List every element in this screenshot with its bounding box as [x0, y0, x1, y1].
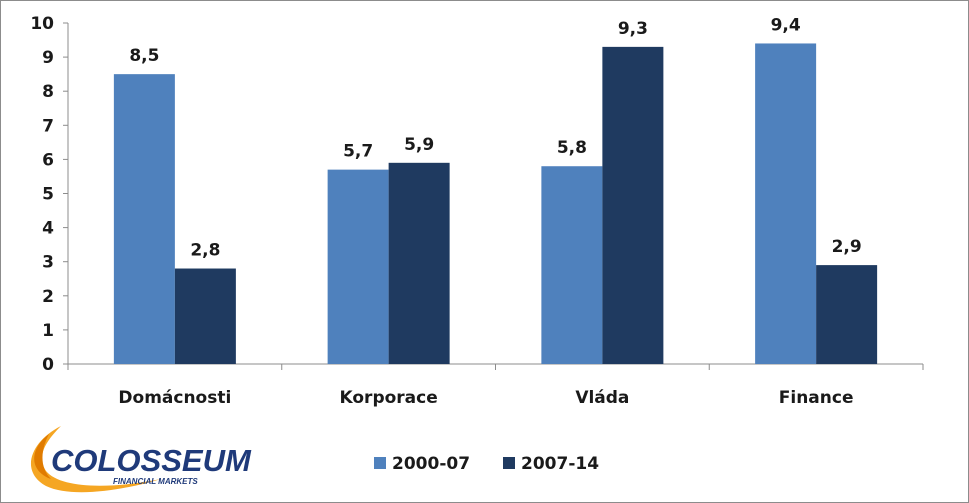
legend-swatch [503, 457, 515, 469]
logo-swoosh-inner-icon [34, 434, 51, 479]
logo-tagline: FINANCIAL MARKETS [113, 477, 198, 486]
data-label: 9,4 [771, 15, 801, 35]
y-tick-label: 7 [42, 116, 54, 136]
data-label: 2,9 [832, 237, 862, 257]
y-tick-label: 9 [42, 48, 54, 68]
data-label: 5,8 [557, 138, 587, 158]
bar [602, 46, 664, 365]
legend-swatch [374, 457, 386, 469]
category-label: Finance [779, 388, 854, 408]
legend-label: 2000-07 [392, 454, 470, 474]
category-label: Vláda [575, 388, 629, 408]
bars [113, 43, 878, 365]
y-tick-label: 8 [42, 82, 54, 102]
bar [174, 268, 236, 364]
bar [113, 74, 175, 365]
colosseum-logo: COLOSSEUM FINANCIAL MARKETS [30, 426, 252, 493]
bar [816, 265, 878, 364]
y-tick-label: 1 [42, 321, 54, 341]
bar [755, 43, 817, 365]
legend: 2000-07 2007-14 [374, 454, 599, 474]
y-tick-label: 0 [42, 355, 54, 375]
data-label: 5,9 [404, 135, 434, 155]
data-label: 9,3 [618, 19, 648, 39]
y-tick-label: 4 [42, 219, 54, 239]
bar [388, 162, 450, 364]
bar [541, 166, 603, 364]
y-tick-label: 6 [42, 150, 54, 170]
category-label: Domácnosti [118, 388, 231, 408]
data-label: 8,5 [129, 46, 159, 66]
data-label: 2,8 [190, 241, 220, 261]
category-label: Korporace [340, 388, 438, 408]
y-tick-label: 3 [42, 253, 54, 273]
logo-name: COLOSSEUM [51, 443, 252, 478]
legend-label: 2007-14 [521, 454, 599, 474]
y-tick-label: 2 [42, 287, 54, 307]
axes: 0 1 2 3 4 5 6 7 8 9 10 Domácnosti Korporace Vláda Fina… [30, 14, 924, 408]
y-tick-label: 10 [30, 14, 54, 34]
data-labels: 8,5 2,8 5,7 5,9 5,8 9,3 9,4 2,9 [129, 15, 861, 260]
bar [327, 169, 389, 364]
data-label: 5,7 [343, 142, 373, 162]
y-tick-label: 5 [42, 185, 54, 205]
